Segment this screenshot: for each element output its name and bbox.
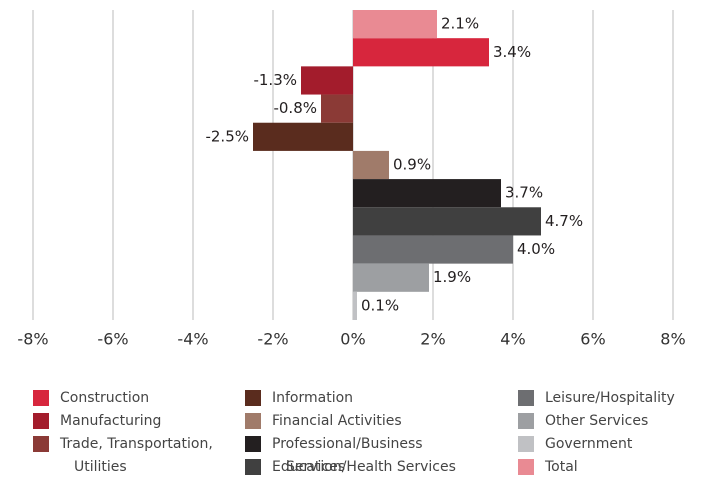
bar bbox=[353, 207, 541, 236]
value-label: 2.1% bbox=[441, 15, 479, 33]
value-label: -0.8% bbox=[273, 99, 317, 117]
legend-swatch bbox=[518, 436, 534, 452]
bar bbox=[353, 179, 501, 208]
legend-item: Professional/Business Services bbox=[245, 433, 461, 477]
bar bbox=[253, 122, 353, 151]
legend-swatch bbox=[245, 390, 261, 406]
legend-item: Government bbox=[518, 433, 704, 456]
bar bbox=[353, 235, 513, 264]
legend-swatch bbox=[245, 413, 261, 429]
legend-item: Other Services bbox=[518, 410, 704, 433]
legend-item: Information bbox=[245, 387, 461, 410]
bar bbox=[353, 263, 429, 292]
legend-item: Leisure/Hospitality bbox=[518, 387, 704, 410]
x-tick-label: 2% bbox=[420, 330, 445, 349]
legend-label: Total bbox=[545, 459, 578, 475]
value-label: 3.7% bbox=[505, 184, 543, 202]
x-tick-label: -4% bbox=[177, 330, 208, 349]
legend-swatch bbox=[245, 436, 261, 452]
legend-label: Other Services bbox=[545, 413, 649, 429]
legend-label: Leisure/Hospitality bbox=[545, 390, 675, 406]
bar bbox=[353, 38, 489, 67]
legend-item: Total bbox=[518, 456, 704, 477]
bar bbox=[353, 291, 357, 320]
legend-swatch bbox=[33, 390, 49, 406]
legend-item: Trade, Transportation, Utilities bbox=[33, 433, 249, 477]
legend-label: Information bbox=[272, 390, 354, 406]
legend-swatch bbox=[518, 459, 534, 475]
bar bbox=[353, 10, 437, 39]
legend-item: Construction bbox=[33, 387, 249, 410]
value-label: 0.1% bbox=[361, 296, 399, 314]
legend-swatch bbox=[33, 436, 49, 452]
bar bbox=[321, 94, 353, 123]
legend-label: Education/Health Services bbox=[272, 459, 456, 475]
value-label: 1.9% bbox=[433, 268, 471, 286]
x-tick-label: 8% bbox=[660, 330, 685, 349]
value-label: 0.9% bbox=[393, 156, 431, 174]
plot: -8% -6% -4% -2% 0% 2% 4% 6% 8% 3.4% -1.3% -0.8% -2.5… bbox=[17, 10, 686, 349]
legend-item: Financial Activities bbox=[245, 410, 461, 433]
value-label: 4.7% bbox=[545, 212, 583, 230]
value-label: 3.4% bbox=[493, 43, 531, 61]
legend-label: Manufacturing bbox=[60, 413, 162, 429]
x-tick-label: 6% bbox=[580, 330, 605, 349]
x-tick-label: 0% bbox=[340, 330, 365, 349]
value-label: 4.0% bbox=[517, 240, 555, 258]
legend-label: Professional/Business Services bbox=[272, 436, 423, 475]
x-tick-label: 4% bbox=[500, 330, 525, 349]
bar bbox=[353, 150, 389, 180]
legend-label: Financial Activities bbox=[272, 413, 402, 429]
legend-swatch bbox=[518, 413, 534, 429]
legend-label: Government bbox=[545, 436, 633, 452]
legend-label: Construction bbox=[60, 390, 150, 406]
legend-item: Manufacturing bbox=[33, 410, 249, 433]
x-tick-label: -6% bbox=[97, 330, 128, 349]
x-tick-label: -2% bbox=[257, 330, 288, 349]
legend-swatch bbox=[245, 459, 261, 475]
x-tick-label: -8% bbox=[17, 330, 48, 349]
bar bbox=[301, 66, 353, 95]
value-label: -2.5% bbox=[205, 127, 249, 145]
legend-swatch bbox=[33, 413, 49, 429]
legend-item: Education/Health Services bbox=[245, 456, 461, 477]
legend-label: Trade, Transportation, Utilities bbox=[60, 436, 213, 475]
value-label: -1.3% bbox=[253, 71, 297, 89]
legend-swatch bbox=[518, 390, 534, 406]
